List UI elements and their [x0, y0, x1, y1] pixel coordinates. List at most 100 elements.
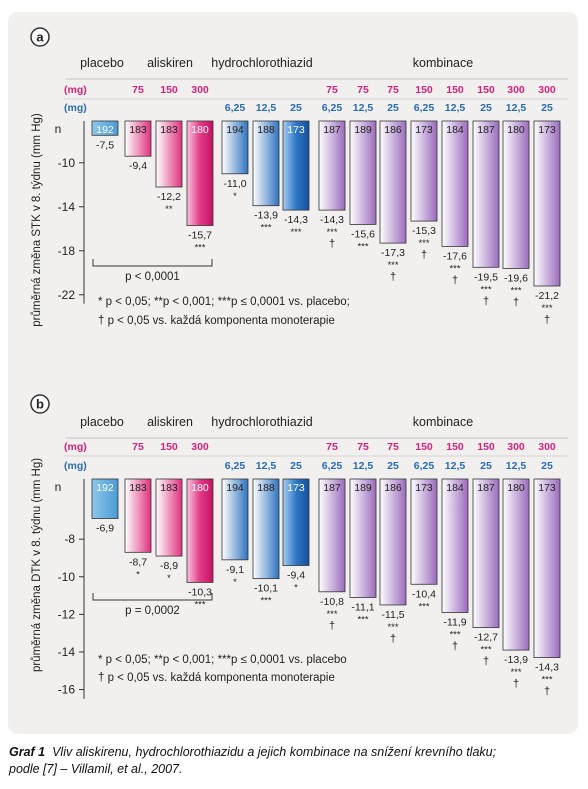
bar-value-label: -10,3 — [188, 586, 212, 598]
group-label: kombinace — [413, 415, 473, 429]
y-tick-label: -18 — [58, 244, 76, 258]
aliskiren-dose: 150 — [446, 84, 464, 96]
bar — [472, 478, 500, 628]
hctz-dose: 12,5 — [353, 460, 374, 472]
significance-mark: *** — [326, 227, 337, 238]
bar-value-label: -17,6 — [443, 250, 467, 262]
y-tick-label: -16 — [58, 683, 76, 697]
hctz-dose: 12,5 — [506, 102, 527, 114]
aliskiren-dose: 75 — [387, 441, 399, 453]
bar-n-label: 192 — [96, 482, 114, 494]
significance-mark: *** — [357, 241, 368, 252]
bar-n-label: 183 — [129, 482, 147, 494]
group-label: kombinace — [413, 56, 473, 70]
bar — [282, 478, 310, 566]
group-label: placebo — [80, 56, 124, 70]
bar-n-label: 173 — [538, 124, 556, 136]
bar — [91, 478, 119, 519]
significance-mark: * — [136, 569, 140, 580]
significance-mark: ** — [165, 204, 173, 215]
bar — [186, 120, 214, 226]
significance-mark: *** — [260, 223, 271, 234]
group-label: hydrochlorothiazid — [211, 56, 312, 70]
bar — [221, 478, 249, 561]
bar-value-label: -8,7 — [129, 556, 147, 568]
significance-mark: *** — [541, 303, 552, 314]
significance-mark: *** — [418, 238, 429, 249]
aliskiren-dose: 150 — [446, 441, 464, 453]
dagger-mark: † — [452, 274, 458, 286]
significance-mark: *** — [260, 596, 271, 607]
bar-value-label: -12,7 — [474, 632, 498, 644]
bar — [155, 120, 183, 188]
bar-value-label: -9,4 — [129, 160, 147, 172]
significance-mark: *** — [480, 284, 491, 295]
panel-label-circle — [30, 27, 50, 47]
bar — [155, 478, 183, 557]
bar-n-label: 194 — [226, 124, 244, 136]
aliskiren-dose: 150 — [415, 84, 433, 96]
y-tick-label: -14 — [58, 200, 76, 214]
hctz-dose: 6,25 — [414, 102, 435, 114]
panel-label-circle — [30, 394, 50, 414]
bar-n-label: 187 — [323, 482, 341, 494]
bar-value-label: -11,5 — [381, 609, 404, 621]
dagger-mark: † — [513, 296, 519, 308]
bar — [502, 120, 530, 269]
bar — [379, 478, 407, 606]
bar — [349, 120, 377, 225]
significance-mark: * — [233, 191, 237, 202]
bar-n-label: 187 — [323, 124, 341, 136]
y-axis-title: průměrná změna STK v 8. týdnu (mm Hg) — [31, 113, 43, 327]
bar — [252, 120, 280, 207]
dagger-mark: † — [452, 640, 458, 652]
bar — [472, 120, 500, 268]
bar-n-label: 187 — [477, 124, 495, 136]
significance-mark: * — [233, 577, 237, 588]
bar-value-label: -14,3 — [284, 214, 308, 226]
bar-value-label: -9,4 — [287, 569, 305, 581]
bar — [91, 120, 119, 136]
dagger-mark: † — [483, 656, 489, 668]
bar — [410, 478, 438, 585]
hctz-dose: 6,25 — [414, 460, 435, 472]
bar-value-label: -11,9 — [443, 616, 466, 628]
significance-mark: *** — [387, 622, 398, 633]
hctz-dose: 25 — [290, 102, 302, 114]
hctz-dose: 12,5 — [445, 102, 466, 114]
hctz-dose: 12,5 — [353, 102, 374, 114]
bar-n-label: 180 — [507, 482, 525, 494]
dagger-mark: † — [544, 686, 550, 698]
aliskiren-dose: 300 — [191, 84, 209, 96]
dagger-mark: † — [513, 678, 519, 690]
hctz-dose: 25 — [387, 102, 399, 114]
y-axis-title: průměrná změna DTK v 8. týdnu (mm Hg) — [31, 458, 43, 672]
aliskiren-dose: 75 — [132, 84, 144, 96]
bar-n-label: 183 — [129, 124, 147, 136]
significance-mark: *** — [418, 601, 429, 612]
aliskiren-dose: 150 — [415, 441, 433, 453]
significance-mark: *** — [449, 263, 460, 274]
bar-n-label: 189 — [354, 124, 372, 136]
significance-mark: *** — [326, 609, 337, 620]
bar-value-label: -17,3 — [381, 247, 405, 259]
bar-n-label: 180 — [191, 124, 209, 136]
group-label: hydrochlorothiazid — [211, 415, 312, 429]
significance-mark: *** — [290, 227, 301, 238]
bar-value-label: -6,9 — [96, 522, 114, 534]
bar-n-label: 188 — [257, 482, 275, 494]
footnote-dagger: † p < 0,05 vs. každá komponenta monotera… — [98, 315, 335, 327]
significance-mark: *** — [387, 260, 398, 271]
bar-n-label: 180 — [507, 124, 525, 136]
bar-value-label: -15,6 — [351, 228, 375, 240]
aliskiren-dose: 300 — [538, 441, 556, 453]
aliskiren-dose: 75 — [326, 84, 338, 96]
hctz-dose: 12,5 — [445, 460, 466, 472]
caption-text: Vliv aliskirenu, hydrochlorothiazidu a j… — [52, 745, 497, 759]
bar — [379, 120, 407, 244]
bar-n-label: 186 — [384, 124, 402, 136]
bar — [441, 478, 469, 613]
group-label: aliskiren — [147, 56, 193, 70]
bar-n-label: 187 — [477, 482, 495, 494]
bar-value-label: -8,9 — [160, 560, 178, 572]
